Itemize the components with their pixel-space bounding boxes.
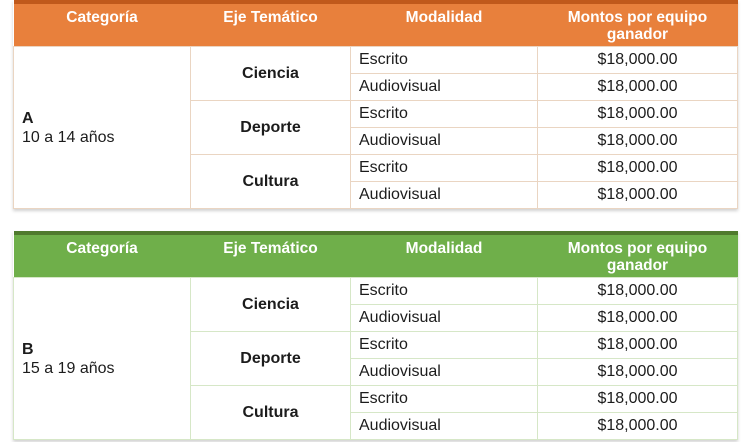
table-row: Audiovisual $18,000.00 xyxy=(14,181,738,209)
modalidad-cell: Escrito xyxy=(350,154,538,182)
modalidad-cell: Escrito xyxy=(350,385,538,413)
category-a-table: Categoría Eje Temático Modalidad Montos … xyxy=(13,0,738,209)
modalidad-cell: Escrito xyxy=(350,46,538,74)
monto-cell: $18,000.00 xyxy=(537,154,738,182)
category-b-table: Categoría Eje Temático Modalidad Montos … xyxy=(13,231,738,440)
monto-cell: $18,000.00 xyxy=(537,73,738,101)
monto-cell: $18,000.00 xyxy=(537,304,738,332)
monto-cell: $18,000.00 xyxy=(537,127,738,155)
column-header-eje-tematico: Eje Temático xyxy=(190,231,351,278)
modalidad-cell: Audiovisual xyxy=(350,304,538,332)
modalidad-cell: Escrito xyxy=(350,100,538,128)
monto-cell: $18,000.00 xyxy=(537,358,738,386)
monto-cell: $18,000.00 xyxy=(537,46,738,74)
eje-tematico-cell-cultura: Cultura xyxy=(190,154,351,209)
table-row: Cultura Escrito $18,000.00 xyxy=(14,385,738,440)
table-row: Audiovisual $18,000.00 xyxy=(14,304,738,332)
table-row: Audiovisual $18,000.00 xyxy=(14,73,738,101)
column-header-montos: Montos por equipo ganador xyxy=(537,0,738,47)
table-row: A 10 a 14 años Ciencia Escrito $18,000.0… xyxy=(13,46,738,209)
table-row: Audiovisual $18,000.00 xyxy=(14,358,738,386)
monto-cell: $18,000.00 xyxy=(537,100,738,128)
modalidad-cell: Audiovisual xyxy=(350,412,538,440)
table-row: Cultura Escrito $18,000.00 xyxy=(14,154,738,209)
category-letter: B xyxy=(22,340,34,358)
column-header-categoria: Categoría xyxy=(13,0,191,47)
table-row: Deporte Escrito $18,000.00 xyxy=(14,100,738,155)
table-row: Audiovisual $18,000.00 xyxy=(14,127,738,155)
modalidad-cell: Audiovisual xyxy=(350,73,538,101)
column-header-montos: Montos por equipo ganador xyxy=(537,231,738,278)
category-age-range: 15 a 19 años xyxy=(22,359,115,377)
eje-tematico-cell-deporte: Deporte xyxy=(190,100,351,155)
eje-tematico-cell-ciencia: Ciencia xyxy=(190,277,351,332)
modalidad-cell: Escrito xyxy=(350,277,538,305)
eje-tematico-cell-ciencia: Ciencia xyxy=(190,46,351,101)
modalidad-cell: Audiovisual xyxy=(350,358,538,386)
monto-cell: $18,000.00 xyxy=(537,181,738,209)
modalidad-cell: Audiovisual xyxy=(350,181,538,209)
table-row: Audiovisual $18,000.00 xyxy=(14,412,738,440)
table-row: B 15 a 19 años Ciencia Escrito $18,000.0… xyxy=(13,277,738,440)
column-header-modalidad: Modalidad xyxy=(350,0,538,47)
eje-tematico-cell-deporte: Deporte xyxy=(190,331,351,386)
category-age-range: 10 a 14 años xyxy=(22,128,115,146)
category-letter: A xyxy=(22,109,34,127)
monto-cell: $18,000.00 xyxy=(537,277,738,305)
category-cell: A 10 a 14 años xyxy=(13,46,191,209)
header-row: Categoría Eje Temático Modalidad Montos … xyxy=(13,231,738,278)
header-row: Categoría Eje Temático Modalidad Montos … xyxy=(13,0,738,47)
monto-cell: $18,000.00 xyxy=(537,385,738,413)
monto-cell: $18,000.00 xyxy=(537,331,738,359)
monto-cell: $18,000.00 xyxy=(537,412,738,440)
category-cell: B 15 a 19 años xyxy=(13,277,191,440)
column-header-modalidad: Modalidad xyxy=(350,231,538,278)
modalidad-cell: Escrito xyxy=(350,331,538,359)
column-header-categoria: Categoría xyxy=(13,231,191,278)
modalidad-cell: Audiovisual xyxy=(350,127,538,155)
column-header-eje-tematico: Eje Temático xyxy=(190,0,351,47)
eje-tematico-cell-cultura: Cultura xyxy=(190,385,351,440)
